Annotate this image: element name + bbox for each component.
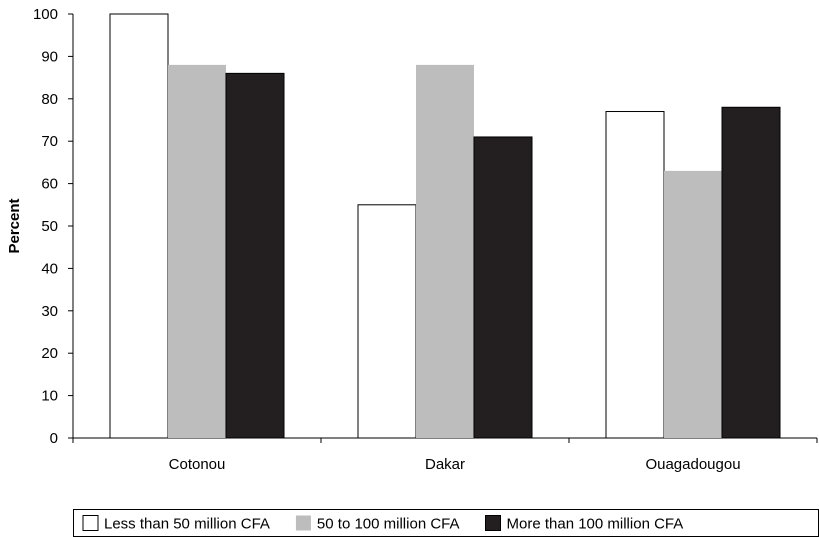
legend-swatch — [485, 515, 501, 531]
legend-frame — [73, 509, 819, 537]
bar — [416, 64, 474, 438]
y-tick-label: 50 — [41, 218, 58, 235]
bars — [109, 13, 781, 439]
y-axis-title: Percent — [6, 198, 23, 253]
bar — [357, 204, 417, 439]
y-tick-label: 30 — [41, 303, 58, 320]
legend-swatch — [82, 515, 99, 531]
y-tick-label: 40 — [41, 260, 58, 277]
x-category-label: Dakar — [425, 456, 465, 473]
y-axis: 0 10 20 30 40 50 60 70 80 90 100 — [33, 6, 74, 447]
y-tick-label: 60 — [41, 176, 58, 193]
bar — [168, 64, 226, 438]
y-tick-label: 100 — [33, 6, 58, 23]
bar — [605, 111, 665, 439]
x-category-label: Ouagadougou — [645, 456, 740, 473]
bar — [109, 13, 169, 439]
y-tick-label: 90 — [41, 48, 58, 65]
x-category-label: Cotonou — [169, 456, 226, 473]
y-tick-label: 20 — [41, 345, 58, 362]
bar — [225, 72, 285, 439]
x-axis: Cotonou Dakar Ouagadougou — [72, 437, 818, 473]
legend-swatch — [295, 515, 311, 531]
legend-label: More than 100 million CFA — [507, 516, 684, 533]
y-tick-label: 10 — [41, 388, 58, 405]
legend-label: 50 to 100 million CFA — [317, 516, 460, 533]
legend: Less than 50 million CFA 50 to 100 millio… — [73, 509, 819, 537]
bar — [664, 170, 722, 438]
bar — [473, 136, 533, 439]
y-tick-label: 70 — [41, 133, 58, 150]
y-tick-label: 0 — [50, 430, 58, 447]
y-tick-label: 80 — [41, 91, 58, 108]
bar — [721, 106, 781, 439]
legend-label: Less than 50 million CFA — [104, 516, 270, 533]
